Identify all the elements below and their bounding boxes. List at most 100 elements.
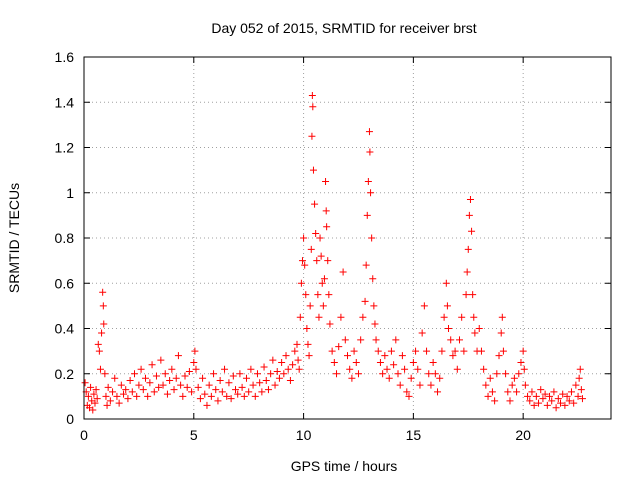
data-point: [381, 352, 389, 360]
data-point: [104, 383, 112, 391]
data-point: [188, 388, 196, 396]
data-point: [191, 347, 199, 355]
data-point: [225, 379, 233, 387]
data-point: [376, 358, 384, 366]
data-point: [420, 302, 428, 310]
data-point: [464, 245, 472, 253]
data-point: [98, 329, 106, 337]
data-point: [249, 381, 257, 389]
data-point: [309, 166, 317, 174]
data-point: [482, 381, 490, 389]
data-point: [146, 379, 154, 387]
data-point: [303, 325, 311, 332]
data-point: [317, 252, 325, 260]
data-point: [392, 336, 400, 344]
data-point: [99, 302, 107, 310]
data-point: [312, 229, 320, 237]
data-point: [576, 365, 584, 373]
data-point: [229, 372, 237, 380]
data-point: [543, 401, 551, 409]
data-point: [227, 395, 235, 403]
data-point: [352, 358, 360, 366]
data-point: [546, 392, 554, 400]
data-point: [515, 370, 523, 378]
data-point: [552, 404, 560, 412]
data-point: [365, 128, 373, 136]
data-point: [495, 352, 503, 360]
axis-ticks: 0 5 10 15 20 0 0.2 0.4 0.6 0.8 1 1.2 1.4 1.6: [55, 49, 611, 443]
data-point: [286, 377, 294, 385]
data-point: [398, 352, 406, 360]
data-point: [535, 399, 543, 407]
data-point: [344, 352, 351, 360]
data-point: [396, 381, 404, 389]
data-point: [99, 288, 107, 296]
data-point: [282, 352, 290, 360]
data-point: [323, 223, 331, 231]
data-point: [258, 388, 266, 396]
data-point: [242, 374, 250, 382]
data-point: [236, 370, 244, 378]
data-point: [177, 381, 185, 389]
data-point: [307, 245, 315, 253]
data-point: [371, 320, 379, 328]
data-point: [194, 383, 202, 391]
data-point: [260, 363, 268, 371]
data-point: [170, 386, 178, 394]
data-point: [95, 347, 103, 355]
data-point: [161, 370, 169, 378]
data-point: [316, 234, 324, 242]
x-tick-label: 10: [296, 427, 312, 443]
data-point: [89, 406, 97, 414]
data-point: [308, 132, 316, 140]
data-point: [463, 268, 471, 276]
data-point: [81, 379, 89, 387]
data-point: [157, 356, 165, 364]
data-point: [357, 336, 365, 344]
data-point: [126, 377, 134, 385]
data-point: [379, 370, 387, 378]
data-point: [460, 347, 468, 355]
data-point: [190, 358, 198, 366]
data-point: [475, 325, 483, 332]
data-point: [284, 365, 292, 373]
data-point: [491, 397, 499, 405]
data-point: [298, 257, 306, 265]
data-point: [324, 257, 332, 265]
y-tick-label: 0.4: [55, 321, 75, 337]
data-point: [135, 381, 143, 389]
x-tick-label: 20: [515, 427, 531, 443]
data-point: [341, 336, 349, 344]
data-point: [431, 370, 439, 378]
data-point: [280, 370, 288, 378]
data-point: [559, 390, 567, 398]
data-point: [469, 291, 477, 299]
data-point: [223, 392, 231, 400]
data-point: [322, 207, 330, 215]
data-point: [429, 358, 437, 366]
data-point: [346, 365, 354, 373]
data-point: [322, 177, 330, 185]
data-point: [368, 234, 376, 242]
data-point: [319, 302, 327, 310]
data-point: [137, 365, 145, 373]
data-point: [253, 370, 261, 378]
data-point: [216, 377, 224, 385]
data-point: [486, 374, 494, 382]
data-point: [128, 388, 136, 396]
data-point: [458, 313, 466, 321]
data-point: [181, 372, 189, 380]
x-tick-label: 15: [406, 427, 422, 443]
data-point: [278, 358, 286, 366]
data-point: [528, 388, 536, 396]
data-point: [394, 370, 402, 378]
data-point: [438, 347, 446, 355]
data-point: [232, 386, 240, 394]
data-point: [556, 399, 564, 407]
data-point: [318, 279, 326, 287]
x-tick-label: 5: [190, 427, 198, 443]
data-point: [102, 392, 110, 400]
data-point: [366, 148, 374, 156]
data-point: [84, 392, 92, 400]
